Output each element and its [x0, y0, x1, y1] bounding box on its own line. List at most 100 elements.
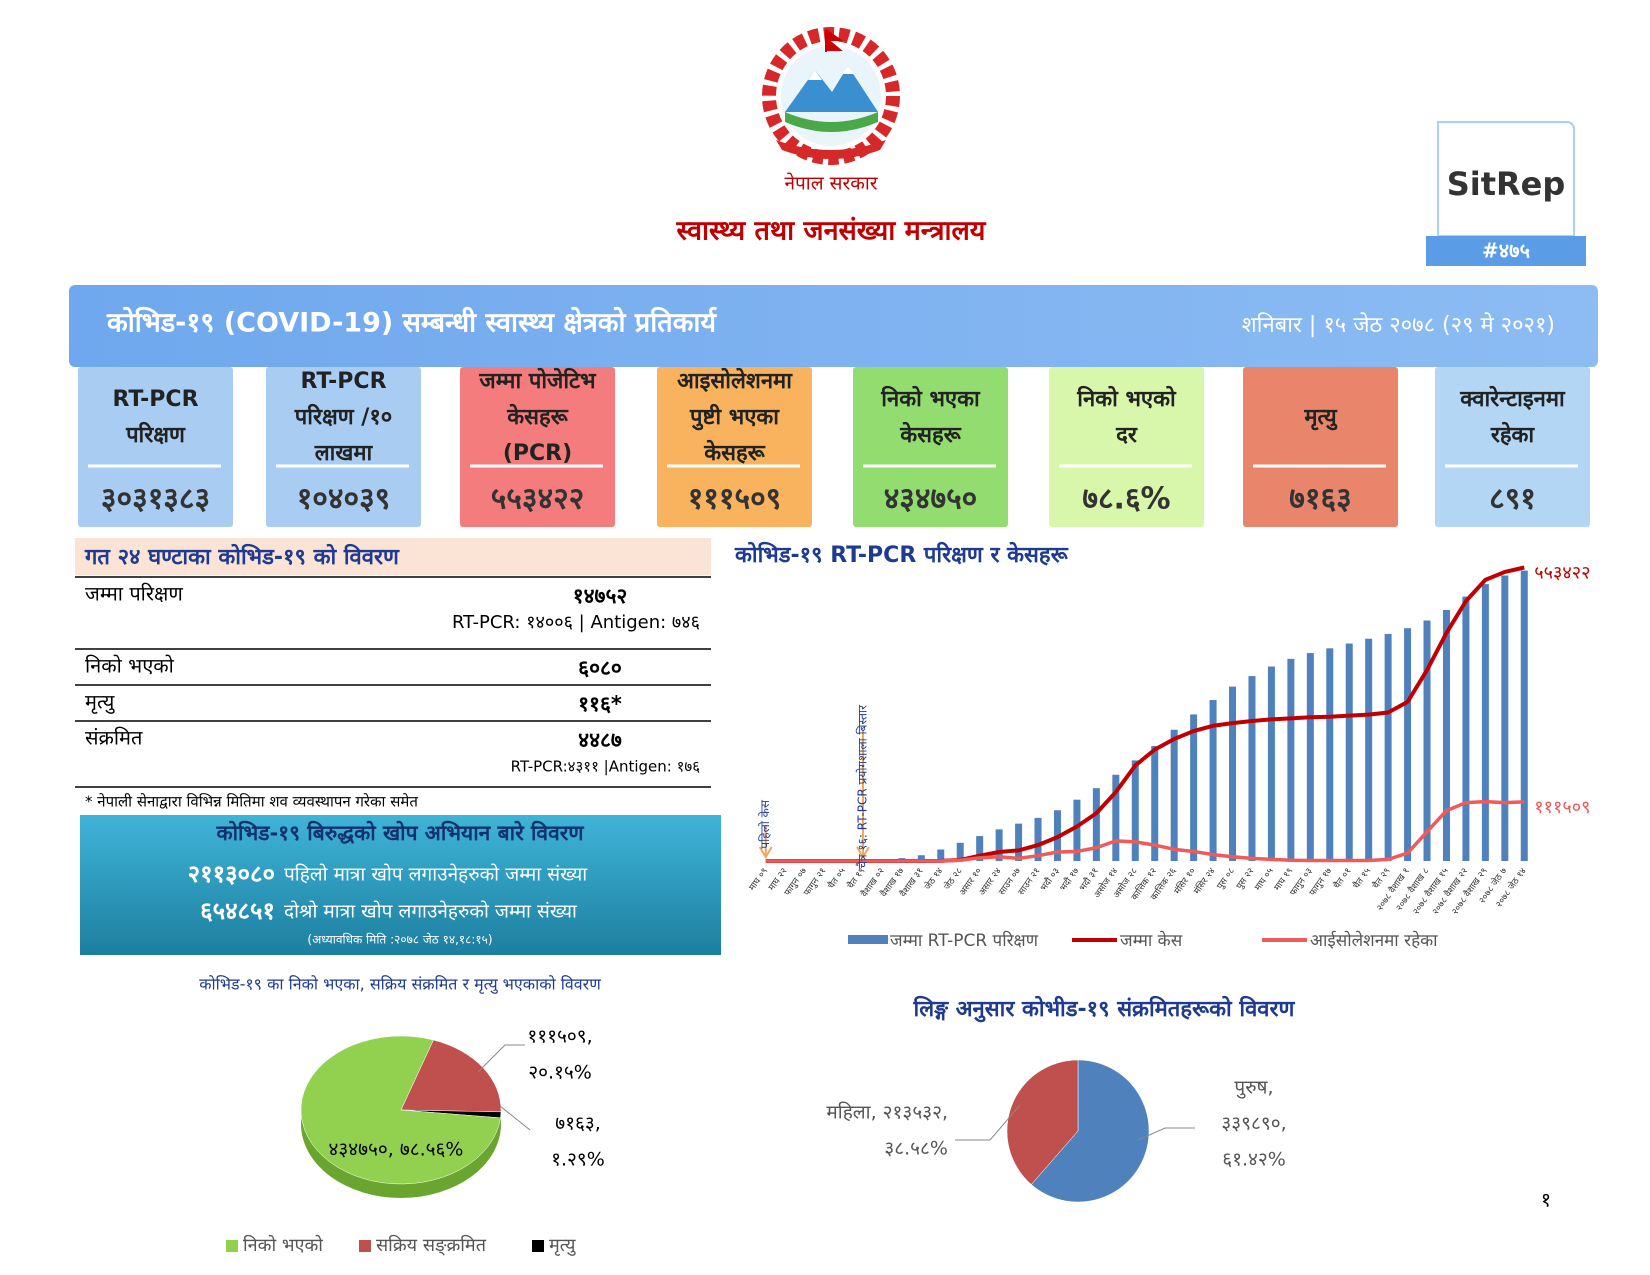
pie-label: पुरुष, [1234, 1077, 1273, 1100]
bar [1365, 638, 1373, 861]
card-label: परिक्षण [125, 421, 186, 448]
leader-line [477, 1044, 525, 1073]
row-note: RT-PCR:४३११ |Antigen: १७६ [511, 758, 701, 776]
pie-slice [300, 1035, 501, 1185]
annotation-arrowhead [856, 846, 870, 859]
card-value: ३०३१३८३ [101, 482, 210, 517]
vaccine-number: २११३०८० [188, 860, 275, 888]
card [1243, 367, 1398, 527]
bar [1501, 575, 1509, 861]
vaccine-lines: २११३०८० पहिलो मात्रा खोप लगाउनेहरुको जम्म… [188, 860, 589, 925]
pie-title: लिङ्ग अनुसार कोभीड-१९ संक्रमितहरूको विवर… [913, 995, 1296, 1023]
card-label: केसहरू [506, 403, 568, 430]
bar [1112, 774, 1120, 861]
leader-line [955, 1104, 1021, 1141]
row-label: संक्रमित [85, 726, 143, 750]
emblem-caption: नेपाल सरकार [784, 172, 878, 195]
x-tick-label: जेठ १४ [922, 865, 946, 892]
row-value: १४७५२ [573, 584, 628, 608]
row-note: RT-PCR: १४००६ | Antigen: ७४६ [452, 612, 700, 633]
x-tick-label: भदौ ०३ [1037, 865, 1062, 893]
bar [1326, 648, 1334, 861]
vaccine-note: (अध्यावधिक मिति :२०७८ जेठ १४,१८:१५) [307, 933, 492, 947]
card-value: १११५०९ [688, 482, 782, 517]
banner [69, 285, 1598, 367]
card [853, 367, 1008, 527]
bar [1015, 823, 1023, 861]
row-value: ११६* [578, 692, 622, 716]
banner-date: शनिबार | १५ जेठ २०७८ (२९ मे २०२१) [1242, 312, 1555, 338]
vaccine-text: पहिलो मात्रा खोप लगाउनेहरुको जम्मा संख्य… [284, 863, 588, 886]
banner-title: कोभिड-१९ (COVID-19) सम्बन्धी स्वास्थ्य क… [106, 307, 717, 339]
badge-number-bg [1426, 236, 1586, 266]
pie-slice [1006, 1059, 1079, 1185]
card-label: जम्मा पोजेटिभ [478, 367, 597, 394]
pie-label: ४३४७५०, ७८.५६% [329, 1139, 464, 1161]
bar [1151, 746, 1159, 861]
card-label: (PCR) [503, 441, 572, 466]
x-tick-label: चैत १५ [1350, 865, 1373, 891]
leader-line [1137, 1127, 1195, 1141]
bar [1306, 653, 1314, 861]
end-label: ५५३४२२ [1534, 562, 1590, 583]
card-value: ७८.६% [1082, 482, 1170, 517]
bar [1287, 658, 1295, 861]
bar [1073, 799, 1081, 861]
bar [1209, 700, 1217, 861]
card [460, 367, 615, 527]
leader-line [499, 1105, 531, 1131]
card-label: आइसोलेशनमा [677, 367, 793, 394]
card-value: ८९१ [1489, 482, 1536, 517]
bar [976, 836, 984, 861]
legend-label: जम्मा केस [1120, 930, 1183, 951]
row-value: ४४८७ [578, 728, 622, 752]
pie-title: कोभिड-१९ का निको भएका, सक्रिय संक्रमित र… [199, 975, 601, 995]
badge-box [1437, 121, 1575, 237]
pie-slice [400, 1039, 502, 1113]
bar [1131, 760, 1139, 861]
bar [1345, 643, 1353, 861]
bar [1404, 628, 1412, 861]
pie-label: १११५०९, [527, 1026, 592, 1048]
card-value: ४३४७५० [884, 482, 978, 517]
card-label: परिक्षण /१० [294, 403, 392, 430]
card-label: निको भएका [880, 385, 981, 412]
ministry: स्वास्थ्य तथा जनसंख्या मन्त्रालय [676, 216, 987, 247]
legend-swatch [359, 1240, 371, 1252]
bar [1267, 666, 1275, 861]
vaccine-number: ६५४८५१ [200, 897, 275, 925]
card-label: पुष्टी भएका [689, 403, 780, 431]
x-tick-label: मंसिर २४ [1191, 865, 1218, 896]
pie-label: २०.१५% [528, 1062, 592, 1084]
end-label: १११५०९ [1534, 797, 1590, 818]
row-label: जम्मा परिक्षण [85, 582, 183, 606]
x-tick-label: चैत ०१ [1331, 865, 1354, 891]
bar [1034, 817, 1042, 861]
card [78, 367, 233, 527]
card-value: ७१६३ [1289, 482, 1351, 517]
summary-title-bg [75, 538, 711, 575]
pie-label: महिला, २१३५३२, [826, 1101, 948, 1124]
card [1049, 367, 1204, 527]
card-label: केसहरू [899, 421, 961, 448]
card-value: १०४०३९ [297, 482, 391, 517]
vaccine-box [80, 815, 721, 955]
badge: SitRep [1447, 165, 1566, 203]
legend-swatch [532, 1240, 544, 1252]
pies: १११५०९, २०.१५% ७१६३, १.२९% ४३४७५०, ७८.५६% पुर… [226, 1026, 1287, 1256]
pie-label: ३३९८९०, [1221, 1113, 1286, 1135]
bar [1248, 676, 1256, 861]
legend-label: जम्मा RT-PCR परिक्षण [890, 930, 1039, 951]
bar [956, 842, 964, 861]
card-label: मृत्यु [1303, 405, 1338, 431]
bar [995, 829, 1003, 861]
x-tick-label: माघ ०९ [748, 866, 771, 892]
bar [1092, 788, 1100, 861]
chart-title: कोभिड-१९ RT-PCR परिक्षण र केसहरू [734, 541, 1069, 568]
bar [1229, 686, 1237, 861]
card-label: RT-PCR [300, 369, 386, 394]
x-tick-label: पुस ०८ [1215, 866, 1237, 891]
pie-slice [1030, 1059, 1150, 1203]
